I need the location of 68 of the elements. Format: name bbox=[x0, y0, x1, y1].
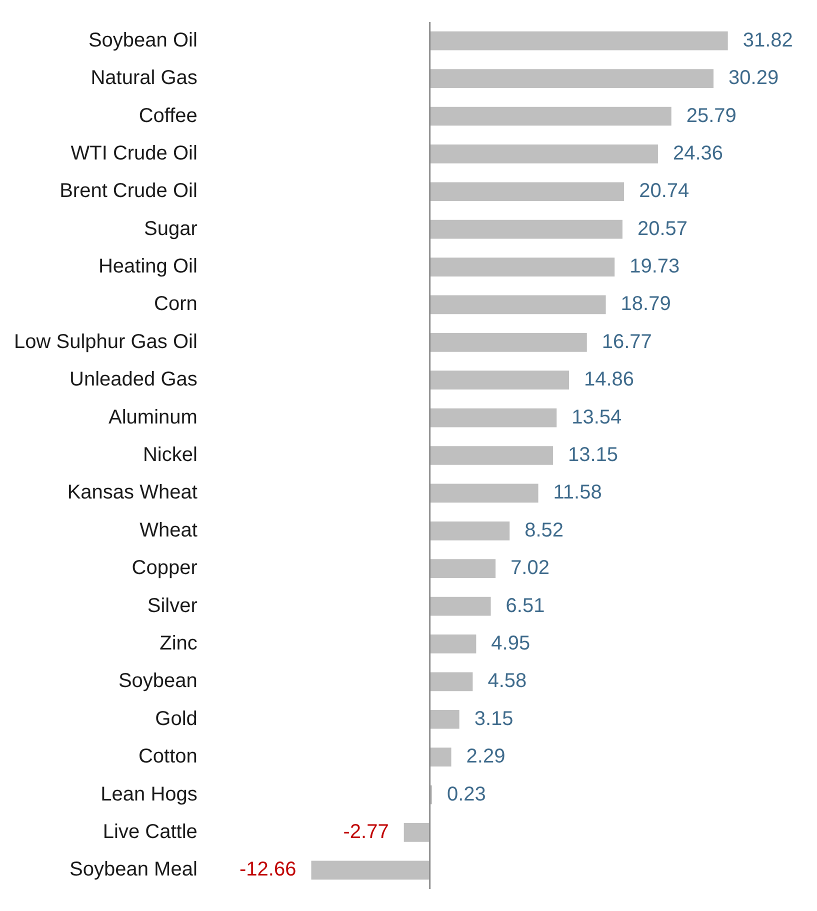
y-tick-label: Soybean Meal bbox=[70, 858, 198, 881]
y-tick-label: Coffee bbox=[138, 104, 198, 127]
bar bbox=[430, 182, 624, 202]
data-label: -2.77 bbox=[343, 820, 389, 843]
data-label: 2.29 bbox=[466, 746, 506, 768]
data-label: 25.79 bbox=[686, 104, 736, 127]
data-label: 13.15 bbox=[568, 444, 618, 466]
y-tick-label: Soybean Oil bbox=[88, 29, 198, 52]
data-label: 30.29 bbox=[728, 67, 779, 90]
y-tick-label: Soybean bbox=[118, 670, 198, 692]
y-tick-label: Brent Crude Oil bbox=[60, 180, 198, 202]
bar bbox=[430, 220, 622, 239]
bar bbox=[430, 596, 491, 616]
y-tick-label: Lean Hogs bbox=[100, 783, 198, 806]
data-label: 20.74 bbox=[639, 180, 690, 202]
data-label: 4.95 bbox=[491, 632, 530, 654]
data-label: 3.15 bbox=[474, 708, 514, 730]
bar bbox=[430, 521, 510, 540]
bar bbox=[430, 559, 496, 578]
y-tick-label: Sugar bbox=[144, 218, 198, 240]
y-tick-label: Heating Oil bbox=[98, 256, 198, 278]
data-label: 16.77 bbox=[602, 330, 652, 353]
y-tick-label: Kansas Wheat bbox=[67, 482, 198, 504]
bar bbox=[430, 370, 569, 390]
data-label: 18.79 bbox=[620, 293, 671, 316]
data-label: 11.58 bbox=[553, 482, 602, 504]
bar bbox=[430, 408, 557, 428]
data-label: -12.66 bbox=[240, 858, 296, 881]
bar bbox=[430, 672, 473, 692]
data-label: 0.23 bbox=[446, 783, 486, 806]
data-label: 20.57 bbox=[637, 218, 688, 240]
y-tick-label: Nickel bbox=[142, 444, 198, 466]
bar bbox=[430, 31, 728, 50]
y-tick-label: Unleaded Gas bbox=[70, 368, 198, 391]
y-tick-label: Gold bbox=[155, 708, 198, 730]
y-tick-label: Low Sulphur Gas Oil bbox=[14, 330, 198, 353]
y-tick-label: Natural Gas bbox=[90, 67, 198, 90]
bar bbox=[430, 484, 538, 503]
bar bbox=[430, 69, 714, 88]
bar bbox=[430, 748, 452, 766]
data-label: 13.54 bbox=[572, 406, 622, 428]
data-label: 6.51 bbox=[506, 594, 545, 617]
y-tick-label: Cotton bbox=[138, 746, 198, 768]
data-label: 24.36 bbox=[672, 142, 724, 164]
y-tick-label: WTI Crude Oil bbox=[70, 142, 198, 164]
y-tick-label: Copper bbox=[132, 557, 198, 580]
data-label: 14.86 bbox=[584, 368, 634, 391]
data-label: 19.73 bbox=[630, 256, 680, 278]
bar bbox=[430, 106, 672, 126]
data-label: 4.58 bbox=[488, 670, 527, 692]
bar bbox=[430, 258, 615, 276]
y-tick-label: Wheat bbox=[140, 519, 198, 542]
data-label: 7.02 bbox=[510, 557, 550, 580]
y-tick-label: Zinc bbox=[160, 632, 198, 654]
bar bbox=[430, 446, 553, 465]
data-label: 31.82 bbox=[742, 29, 793, 52]
bar bbox=[430, 295, 606, 314]
y-tick-label: Silver bbox=[147, 594, 198, 617]
y-tick-label: Live Cattle bbox=[102, 820, 198, 843]
y-tick-label: Corn bbox=[154, 293, 198, 316]
y-tick-label: Aluminum bbox=[108, 406, 198, 428]
bar bbox=[404, 823, 430, 842]
bar bbox=[430, 710, 460, 729]
data-label: 8.52 bbox=[524, 519, 564, 542]
bar bbox=[311, 860, 430, 880]
bar bbox=[430, 144, 658, 164]
bar bbox=[430, 332, 587, 352]
bar bbox=[430, 634, 476, 654]
